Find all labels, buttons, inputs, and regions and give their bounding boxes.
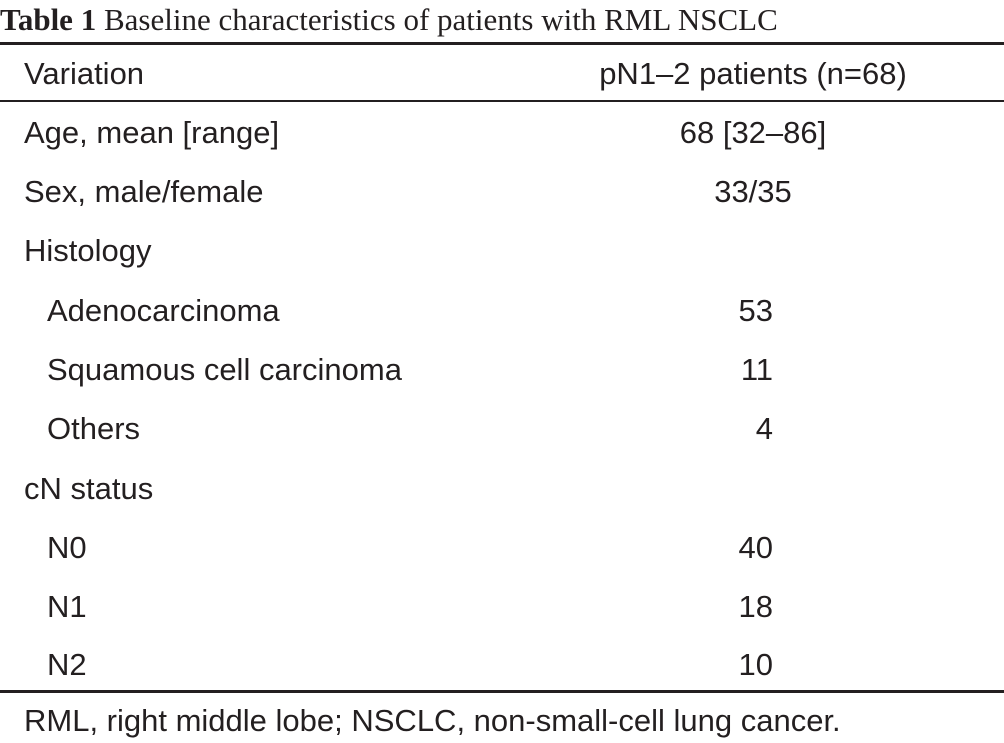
table-footnote: RML, right middle lobe; NSCLC, non-small…	[24, 703, 841, 738]
table-header-row: Variation pN1–2 patients (n=68)	[0, 54, 1004, 94]
row-group-label: cN status	[24, 471, 154, 506]
table-row: Adenocarcinoma 53	[0, 291, 1004, 331]
table-row: N1 18	[0, 587, 1004, 627]
table-row: Others 4	[0, 409, 1004, 449]
table-caption: Table 1 Baseline characteristics of pati…	[0, 0, 778, 40]
row-value: 68 [32–86]	[679, 115, 827, 150]
row-value: 40	[738, 530, 773, 565]
row-value: 33/35	[714, 174, 792, 209]
row-value: 4	[755, 411, 773, 446]
row-label: Sex, male/female	[24, 174, 264, 209]
row-value: 18	[738, 589, 773, 624]
table-row-group: cN status	[0, 469, 1004, 509]
bottom-rule	[0, 690, 1004, 693]
header-patients: pN1–2 patients (n=68)	[599, 56, 907, 91]
table-row: Squamous cell carcinoma 11	[0, 350, 1004, 390]
row-value: 11	[740, 352, 773, 387]
row-label: N0	[47, 530, 87, 565]
row-label: Age, mean [range]	[24, 115, 280, 150]
table-row: Sex, male/female 33/35	[0, 172, 1004, 212]
row-value: 10	[738, 647, 773, 682]
row-group-label: Histology	[24, 233, 152, 268]
row-label: Squamous cell carcinoma	[47, 352, 402, 387]
table-title: Baseline characteristics of patients wit…	[103, 2, 778, 37]
row-label: Others	[47, 411, 141, 446]
table-row-group: Histology	[0, 231, 1004, 271]
row-label: N2	[47, 647, 87, 682]
top-rule	[0, 42, 1004, 45]
table-row: N2 10	[0, 645, 1004, 685]
table-row: N0 40	[0, 528, 1004, 568]
header-variation: Variation	[24, 56, 145, 91]
row-label: N1	[47, 589, 87, 624]
table-row: Age, mean [range] 68 [32–86]	[0, 113, 1004, 153]
table-number: Table 1	[0, 2, 97, 37]
header-rule	[0, 100, 1004, 102]
row-label: Adenocarcinoma	[47, 293, 280, 328]
row-value: 53	[738, 293, 773, 328]
